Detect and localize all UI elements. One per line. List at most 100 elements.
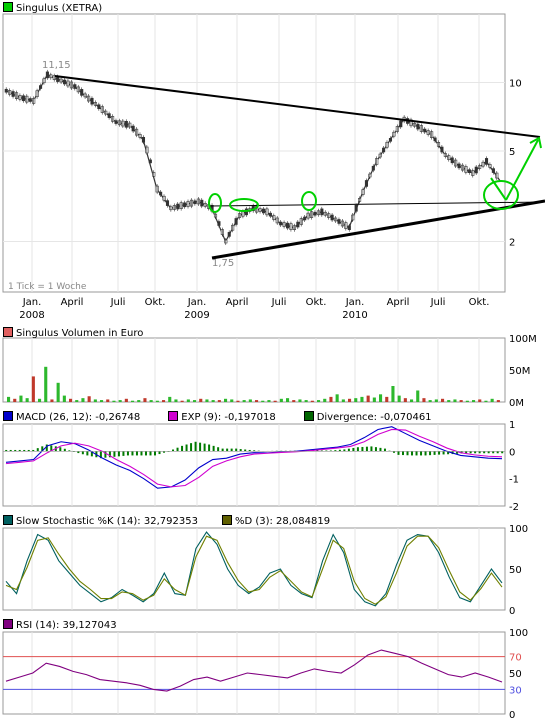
divergence-bar: [203, 443, 206, 452]
divergence-bar: [113, 451, 116, 457]
volume-bar: [267, 400, 271, 402]
volume-bar: [174, 399, 178, 402]
divergence-bar: [356, 447, 359, 452]
panel-frame-stoch: [2, 527, 506, 611]
volume-bar: [472, 400, 476, 402]
macd-line: [5, 426, 503, 489]
stoch-legend: Slow Stochastic %K (14): 32,792353 %D (3)…: [3, 515, 358, 527]
divergence-bar: [397, 451, 400, 455]
divergence-bar: [325, 450, 328, 452]
divergence-bar: [63, 448, 66, 452]
highlight-ellipse-2: [229, 198, 259, 212]
arrow-head-icon: [529, 136, 542, 149]
divergence-bar: [50, 445, 53, 452]
divergence-bar: [388, 450, 391, 452]
divergence-bar: [424, 451, 427, 456]
volume-y-tick-label: 50M: [509, 366, 530, 377]
volume-bar: [465, 400, 469, 402]
macd-legend: MACD (26, 12): -0,26748 EXP (9): -0,19701…: [3, 411, 432, 423]
volume-bar: [19, 395, 23, 402]
volume-bar: [279, 398, 283, 402]
divergence-bar: [32, 449, 35, 452]
divergence-bar: [501, 451, 504, 454]
volume-bar: [137, 400, 141, 402]
volume-bar: [112, 400, 116, 402]
rsi-y-tick-label: 50: [509, 669, 522, 680]
divergence-bar: [235, 448, 238, 452]
legend-swatch: [3, 619, 13, 629]
volume-bar: [366, 395, 370, 402]
volume-bar: [478, 399, 482, 402]
price-y-tick-label: 2: [509, 238, 515, 249]
stoch-y-tick-label: 0: [509, 606, 515, 617]
volume-bar: [490, 398, 494, 402]
rsi-y-tick-label: 70: [509, 653, 522, 664]
volume-bar: [186, 399, 190, 402]
divergence-bar: [77, 451, 80, 454]
lower-trendline: [211, 199, 545, 260]
volume-legend: Singulus Volumen in Euro: [3, 327, 143, 339]
divergence-bar: [104, 451, 107, 458]
x-tick-label: Okt.: [469, 297, 490, 308]
volume-bar: [422, 398, 426, 402]
x-tick-year-label: 2008: [19, 310, 44, 321]
divergence-bar: [108, 451, 111, 458]
divergence-bar: [334, 450, 337, 452]
volume-bar: [391, 386, 395, 402]
volume-bar: [385, 396, 389, 402]
price-legend-label: Singulus (XETRA): [16, 3, 103, 14]
stoch-y-tick-label: 100: [509, 524, 528, 535]
divergence-bar: [392, 451, 395, 453]
volume-bar: [447, 400, 451, 402]
high-annotation: 11,15: [42, 60, 71, 71]
volume-bar: [50, 399, 54, 402]
divergence-bar: [320, 450, 323, 452]
divergence-bar: [14, 449, 17, 452]
volume-series: [7, 366, 500, 402]
rsi-legend-label: RSI (14): 39,127043: [16, 620, 117, 631]
divergence-bar: [45, 444, 48, 452]
panel-frame-rsi: [2, 631, 506, 715]
divergence-bar: [41, 446, 44, 452]
rsi-y-tick-label: 100: [509, 628, 528, 639]
rsi-line: [5, 649, 503, 692]
stoch-k-legend-label: Slow Stochastic %K (14): 32,792353: [16, 516, 198, 527]
volume-bar: [205, 399, 209, 402]
rsi-y-tick-label: 0: [509, 710, 515, 721]
divergence-bar: [176, 447, 179, 452]
macd-y-tick-label: -2: [509, 502, 519, 513]
x-tick-label: Juli: [430, 297, 446, 308]
divergence-bar: [465, 451, 468, 454]
divergence-bar: [469, 451, 472, 454]
volume-bar: [87, 396, 91, 402]
volume-bar: [93, 399, 97, 402]
volume-bar: [273, 400, 277, 402]
exp-line: [5, 428, 503, 488]
divergence-bar: [149, 451, 152, 456]
divergence-bar: [117, 451, 120, 457]
divergence-bar: [59, 447, 62, 452]
volume-bar: [25, 398, 29, 402]
divergence-bar: [208, 444, 211, 452]
divergence-bar: [347, 448, 350, 452]
volume-bar: [341, 399, 345, 402]
divergence-bar: [352, 447, 355, 452]
volume-bar: [484, 400, 488, 402]
volume-bar: [298, 399, 302, 402]
volume-y-tick-label: 0M: [509, 398, 524, 409]
upper-trendline: [54, 75, 541, 138]
volume-bar: [168, 396, 172, 402]
volume-bar: [292, 400, 296, 402]
divergence-bar: [248, 449, 251, 452]
support-line: [209, 201, 545, 207]
forecast-arrow-down: [490, 177, 507, 201]
divergence-bar: [190, 443, 193, 452]
volume-bar: [317, 400, 321, 402]
volume-bar: [38, 398, 42, 402]
gridlines: [3, 14, 505, 714]
divergence-bar: [144, 451, 147, 456]
divergence-bar: [122, 451, 125, 456]
divergence-bar: [226, 448, 229, 452]
legend-swatch: [3, 2, 13, 12]
divergence-bar: [140, 451, 143, 456]
